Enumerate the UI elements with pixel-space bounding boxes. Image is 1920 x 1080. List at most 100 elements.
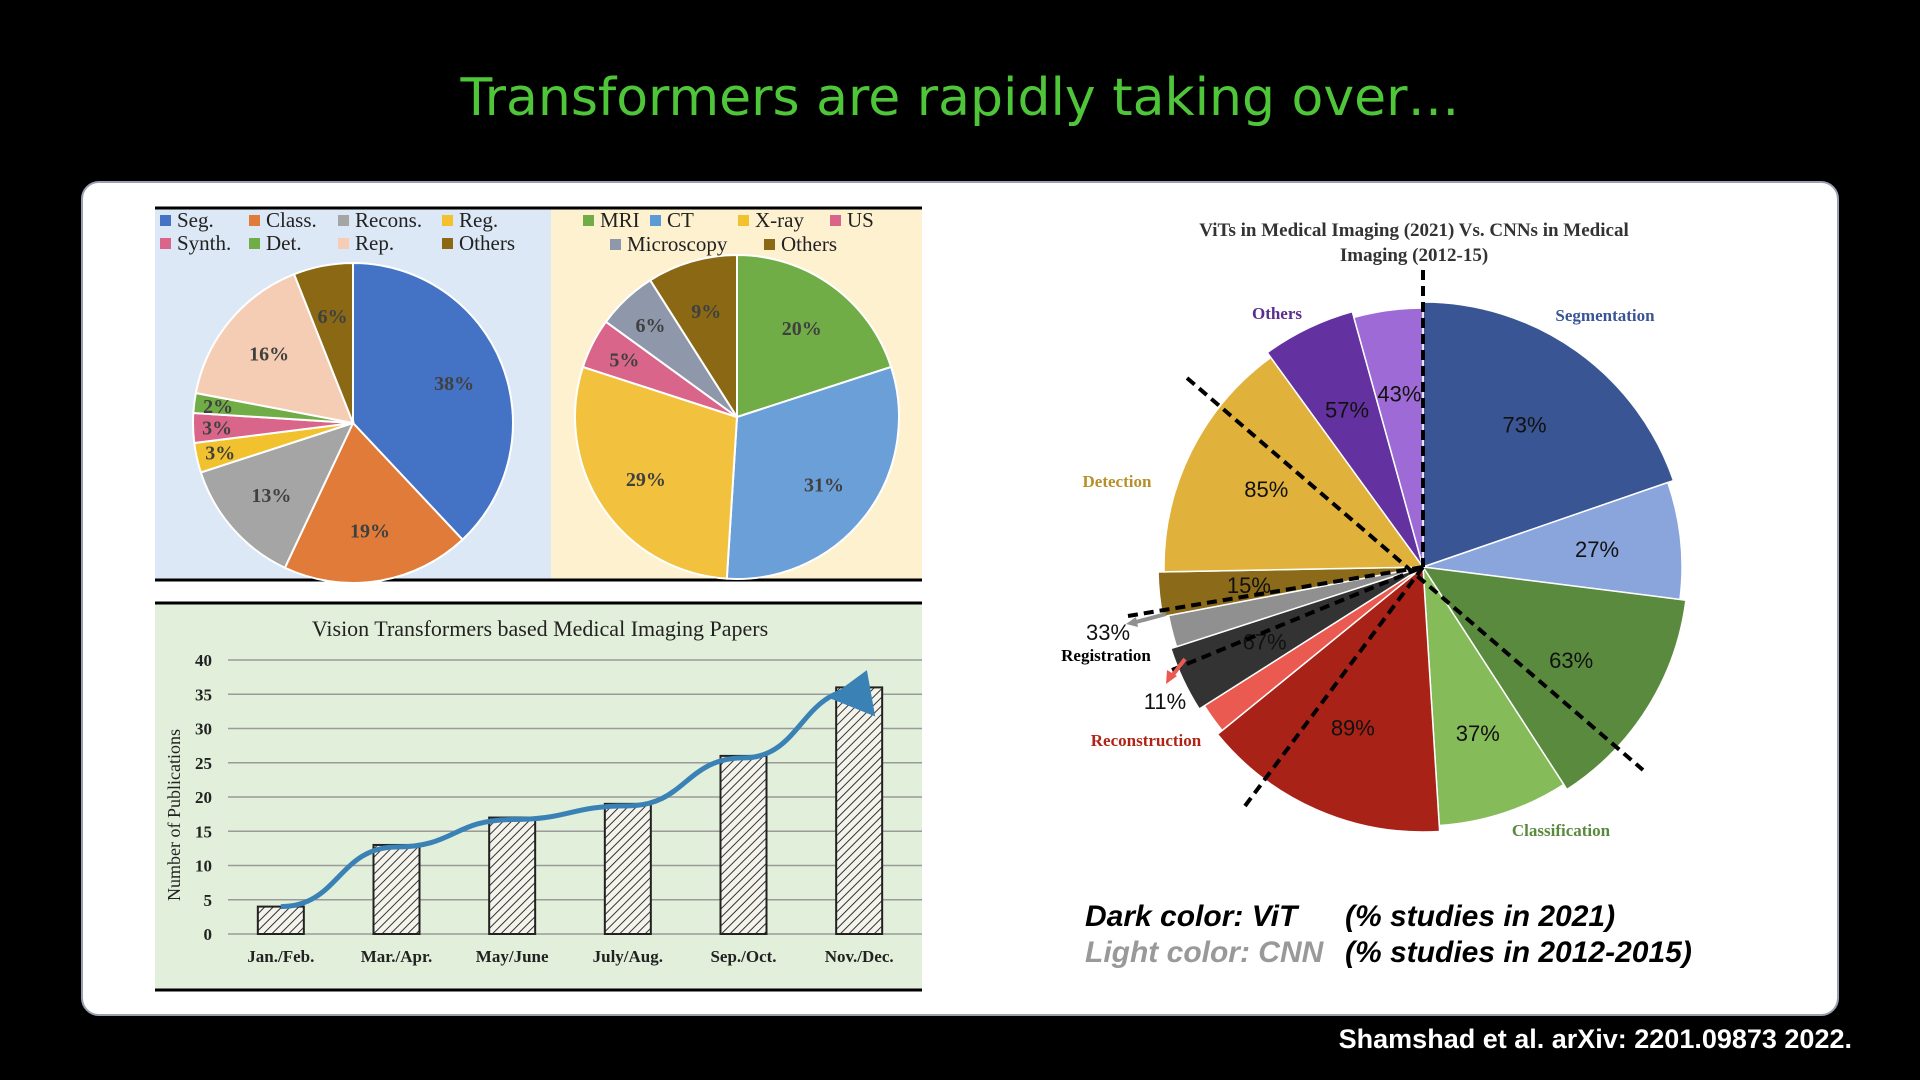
bar-chart-x-ticks: Jan./Feb. Mar./Apr. May/June July/Aug. Sep./… (247, 947, 893, 966)
legend-label-others: Others (459, 231, 515, 255)
slice-recons (199, 421, 355, 570)
divider-line-1 (1185, 376, 1645, 772)
bar-chart-bars (256, 686, 884, 936)
legend-label-det: Det. (266, 231, 302, 255)
value-label-segmentation-vit: 73% (1503, 412, 1547, 437)
y-tick-15: 15 (195, 822, 212, 841)
pie-chart-modalities: 20% 31% 29% 5% 6% 9% MRI CT X-ray US Microscopy Ot… (551, 206, 922, 582)
legend-label-ct: CT (667, 208, 694, 232)
legend-swatch-mri (583, 215, 594, 226)
bar-chart-publications: Vision Transformers based Medical Imagin… (155, 601, 922, 992)
slice-class (283, 421, 464, 584)
legend-swatch-det (249, 238, 260, 249)
slide-title: Transformers are rapidly taking over… (460, 68, 1460, 128)
legend-swatch-recons (338, 215, 349, 226)
value-label-reg: 3% (205, 443, 235, 465)
y-tick-5: 5 (204, 891, 213, 910)
category-label-segmentation: Segmentation (1555, 306, 1655, 325)
value-label-synth: 3% (202, 417, 232, 439)
legend-label-class: Class. (266, 208, 317, 232)
legend-label-recons: Recons. (355, 208, 422, 232)
slice-ct (725, 365, 900, 580)
legend-dark-desc: (% studies in 2021) (1345, 900, 1615, 933)
y-tick-20: 20 (195, 788, 212, 807)
slice-classification-cnn (1422, 564, 1565, 827)
vit-cnn-value-labels: 73%27%63%37%89%11%67%33%15%85%57%43% (1086, 382, 1619, 747)
slice-seg (352, 261, 514, 542)
legend-label-microscopy: Microscopy (627, 232, 728, 256)
x-tick-sep-oct: Sep./Oct. (710, 947, 776, 966)
bar-chart-y-ticks: 0 5 10 15 20 25 30 35 40 (195, 651, 212, 944)
citation: Shamshad et al. arXiv: 2201.09873 2022. (1338, 1024, 1852, 1054)
slice-segmentation-cnn (1422, 481, 1683, 601)
legend-swatch-others (442, 238, 453, 249)
y-tick-40: 40 (195, 651, 212, 670)
pie-tasks-slices (192, 261, 514, 584)
category-label-others: Others (1252, 304, 1302, 323)
y-tick-0: 0 (204, 925, 213, 944)
value-label-us: 5% (609, 350, 639, 372)
vit-cnn-slices (1157, 301, 1687, 833)
value-label-mri: 20% (782, 318, 822, 340)
value-label-class: 19% (350, 520, 390, 542)
pie-tasks-legend: Seg. Class. Recons. Reg. Synth. Det. Rep. Other… (160, 208, 515, 255)
category-label-registration: Registration (1061, 646, 1151, 665)
value-label-ct: 31% (804, 475, 844, 497)
slice-others-vit (1266, 310, 1424, 568)
vit-cnn-title-line1: ViTs in Medical Imaging (2021) Vs. CNNs … (1199, 220, 1628, 241)
pie-chart-vit-vs-cnn: ViTs in Medical Imaging (2021) Vs. CNNs … (1061, 220, 1687, 840)
x-tick-may-june: May/June (476, 947, 549, 966)
divider-line-2 (1127, 565, 1424, 618)
bar-may-june (488, 816, 537, 935)
slice-segmentation-vit (1422, 301, 1675, 569)
x-tick-mar-apr: Mar./Apr. (361, 947, 432, 966)
value-label-classification-vit: 63% (1549, 648, 1593, 673)
y-tick-10: 10 (195, 857, 212, 876)
x-tick-nov-dec: Nov./Dec. (825, 947, 894, 966)
vit-cnn-title-line2: Imaging (2012-15) (1340, 245, 1488, 266)
pie-modalities-legend: MRI CT X-ray US Microscopy Others (583, 208, 874, 256)
bar-chart-gridlines (228, 659, 922, 935)
slice-others (292, 261, 354, 424)
legend-light-desc: (% studies in 2012-2015) (1345, 936, 1692, 969)
legend-light-key-text: Light color: CNN (1085, 936, 1325, 969)
slice-x-ray (574, 365, 739, 580)
pie-modalities-slices (574, 253, 900, 580)
legend-label-seg: Seg. (177, 208, 214, 232)
bar-mar-apr (372, 843, 421, 936)
slice-detection-cnn (1163, 356, 1425, 573)
y-tick-25: 25 (195, 754, 212, 773)
pie-modalities-value-labels: 20% 31% 29% 5% 6% 9% (609, 301, 844, 496)
registration-cnn-callout-arrowhead (1126, 617, 1138, 627)
x-tick-jan-feb: Jan./Feb. (247, 947, 314, 966)
slice-classification-vit (1421, 566, 1687, 791)
value-label-others: 6% (318, 306, 348, 328)
vit-cnn-legend-notes: Dark color: ViT (% studies in 2021) Ligh… (1085, 900, 1692, 969)
legend-swatch-us (830, 215, 841, 226)
legend-label-mri: MRI (600, 208, 640, 232)
legend-label-reg: Reg. (459, 208, 498, 232)
divider-line-3 (1243, 565, 1425, 808)
vit-cnn-category-labels: Segmentation Classification Reconstruction… (1061, 304, 1655, 840)
legend-dark-key: Dark color: ViT (1085, 900, 1300, 933)
legend-dark-key-text: Dark color: ViT (1085, 900, 1300, 933)
legend-swatch-x-ray (738, 215, 749, 226)
bar-sep-oct (719, 754, 768, 936)
value-label-microscopy: 6% (636, 315, 666, 337)
legend-light-key: Light color: CNN (1085, 936, 1325, 969)
reconstruction-cnn-callout-arrow (1170, 657, 1187, 678)
y-tick-35: 35 (195, 685, 212, 704)
legend-swatch-rep (338, 238, 349, 249)
bar-jan-feb (256, 905, 305, 935)
value-label-rep: 16% (249, 344, 289, 366)
bar-nov-dec (835, 686, 884, 936)
value-label-recons: 13% (251, 485, 291, 507)
reconstruction-cnn-callout-arrowhead (1166, 670, 1177, 684)
legend-swatch-seg (160, 215, 171, 226)
bar-july-aug (603, 802, 652, 935)
legend-swatch-ct (650, 215, 661, 226)
bar-chart-title: Vision Transformers based Medical Imagin… (312, 616, 768, 641)
bar-chart-trend-arrow (280, 670, 876, 910)
value-label-reconstruction-vit: 89% (1331, 715, 1375, 740)
